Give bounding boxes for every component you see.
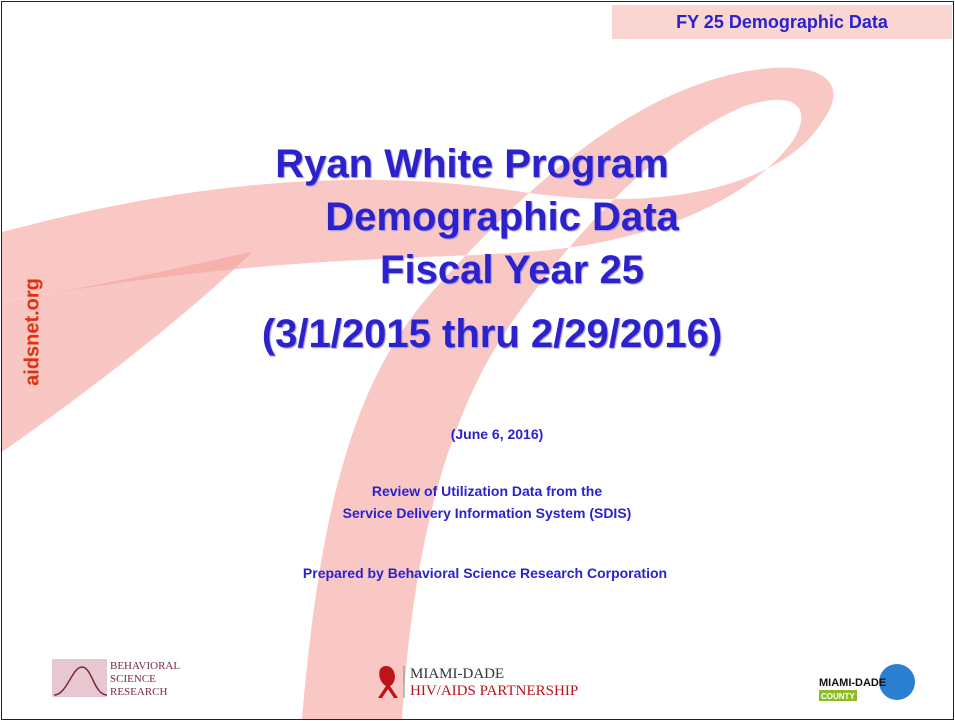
slide: FY 25 Demographic Data Ryan White Progra… [1,1,954,720]
logo-text: RESEARCH [110,686,168,698]
ribbon-background [2,2,953,719]
logo-text: BEHAVIORAL [110,660,180,672]
logo-text: HIV/AIDS PARTNERSHIP [410,683,578,699]
description-line: Service Delivery Information System (SDI… [252,505,722,521]
logo-text: MIAMI-DADE [410,666,504,682]
prepared-by: Prepared by Behavioral Science Research … [202,565,768,581]
side-text: aidsnet.org [22,278,45,386]
page: FY 25 Demographic Data Ryan White Progra… [0,0,955,721]
logo-text: COUNTY [821,692,855,701]
description-line: Review of Utilization Data from the [252,483,722,499]
logo-text: SCIENCE [110,673,156,685]
partnership-logo: MIAMI-DADE HIV/AIDS PARTNERSHIP [372,662,592,702]
title-period: (3/1/2015 thru 2/29/2016) [182,312,802,357]
red-ribbon [378,666,398,698]
header-tag: FY 25 Demographic Data [612,5,952,39]
title-line: Demographic Data [232,195,772,240]
title-line: Fiscal Year 25 [242,248,782,293]
bsr-logo: BEHAVIORAL SCIENCE RESEARCH [52,657,212,702]
title-line: Ryan White Program [202,142,742,187]
date: (June 6, 2016) [302,426,692,442]
county-logo: MIAMI-DADE COUNTY [817,662,917,707]
logo-text: MIAMI-DADE [819,677,886,689]
